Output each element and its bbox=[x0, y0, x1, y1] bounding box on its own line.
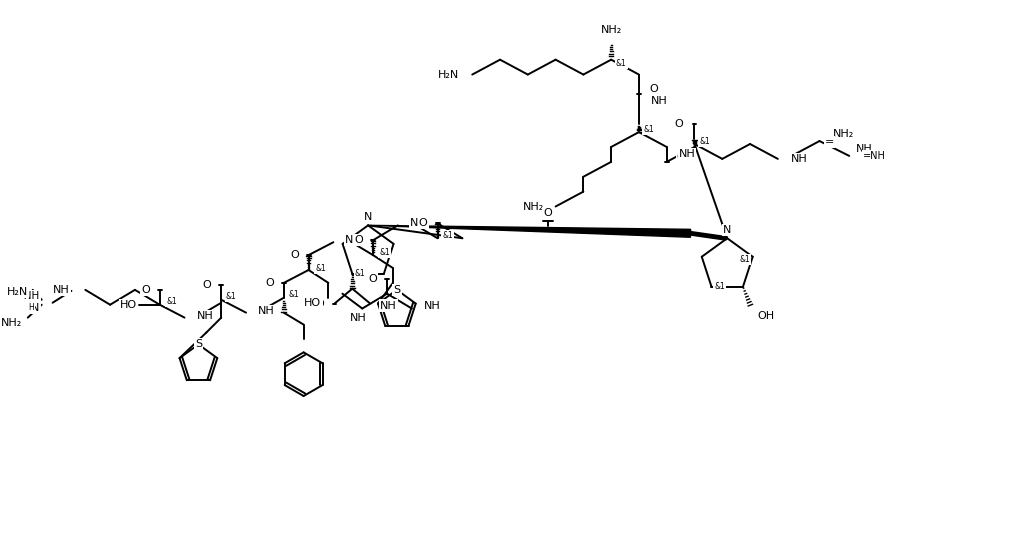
Text: &1: &1 bbox=[355, 269, 365, 278]
Text: O: O bbox=[354, 235, 363, 245]
Text: &1: &1 bbox=[644, 124, 654, 134]
Text: &1: &1 bbox=[714, 282, 724, 291]
Text: &1: &1 bbox=[699, 136, 709, 146]
Text: O: O bbox=[290, 250, 299, 260]
Text: =: = bbox=[824, 137, 834, 147]
Text: =NH: =NH bbox=[863, 151, 886, 161]
Text: NH: NH bbox=[52, 285, 70, 295]
Text: &1: &1 bbox=[615, 59, 627, 68]
Text: H: H bbox=[28, 303, 33, 312]
Text: NH₂: NH₂ bbox=[1, 318, 22, 328]
Text: O: O bbox=[265, 278, 273, 288]
Text: H₂N: H₂N bbox=[6, 287, 28, 297]
Text: O: O bbox=[141, 285, 149, 295]
Text: O: O bbox=[543, 208, 552, 219]
Text: NH₂: NH₂ bbox=[523, 201, 544, 212]
Text: NH: NH bbox=[857, 144, 873, 154]
Text: NH₂: NH₂ bbox=[832, 129, 854, 139]
Text: HO: HO bbox=[305, 298, 322, 308]
Text: NH: NH bbox=[380, 301, 397, 311]
Text: &1: &1 bbox=[166, 297, 177, 306]
Text: O: O bbox=[316, 299, 325, 308]
Text: O: O bbox=[675, 119, 683, 129]
Text: &1: &1 bbox=[315, 263, 326, 273]
Text: &1: &1 bbox=[226, 292, 236, 301]
Polygon shape bbox=[370, 226, 690, 237]
Text: NH: NH bbox=[258, 306, 274, 316]
Text: NH: NH bbox=[410, 219, 427, 228]
Text: O: O bbox=[650, 84, 659, 95]
Text: H₂N: H₂N bbox=[438, 70, 459, 80]
Text: N: N bbox=[364, 213, 372, 222]
Text: N: N bbox=[723, 225, 732, 235]
Text: =NH: =NH bbox=[15, 291, 39, 301]
Text: NH: NH bbox=[651, 96, 668, 107]
Text: NH₂: NH₂ bbox=[600, 25, 622, 35]
Text: O: O bbox=[419, 219, 428, 228]
Text: N: N bbox=[31, 303, 39, 313]
Text: O: O bbox=[677, 152, 685, 162]
Text: NH: NH bbox=[679, 149, 695, 159]
Text: NH: NH bbox=[791, 154, 807, 164]
Text: OH: OH bbox=[758, 312, 775, 321]
Text: &1: &1 bbox=[379, 248, 390, 256]
Text: S: S bbox=[394, 285, 401, 295]
Text: HO: HO bbox=[120, 300, 137, 310]
Text: NH: NH bbox=[350, 313, 367, 324]
Text: &1: &1 bbox=[740, 255, 750, 264]
Text: NH: NH bbox=[424, 301, 441, 311]
Text: &1: &1 bbox=[289, 291, 299, 299]
Text: S: S bbox=[195, 339, 202, 349]
Text: &1: &1 bbox=[442, 231, 453, 240]
Text: NH: NH bbox=[345, 235, 362, 245]
Text: NH: NH bbox=[197, 311, 213, 321]
Text: O: O bbox=[203, 280, 211, 290]
Text: O: O bbox=[368, 274, 377, 284]
